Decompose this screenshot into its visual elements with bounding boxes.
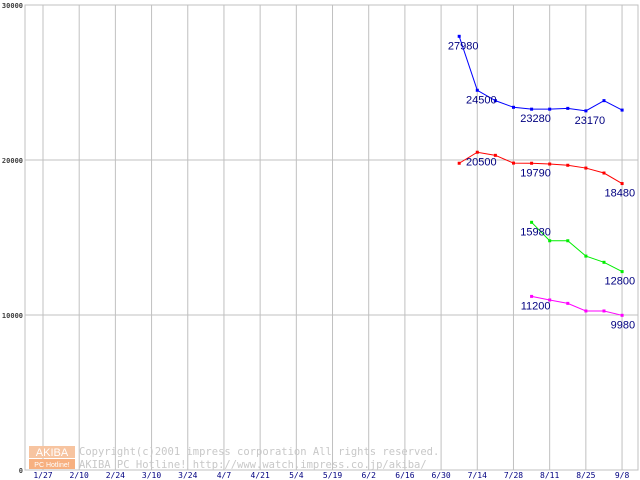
data-point-red (584, 166, 588, 170)
data-point-green (566, 239, 570, 243)
watermark-url: AKIBA PC Hotline! http://www.watch.impre… (79, 459, 427, 471)
data-point-blue (602, 99, 606, 103)
grid (24, 4, 639, 471)
data-point-red (566, 163, 570, 167)
series-group: 27980 24500 23280 23170 20500 19790 18480 15980… (448, 34, 635, 331)
x-tick-label: 4/7 (217, 471, 232, 480)
data-label: 24500 (466, 94, 497, 106)
x-tick-label: 6/2 (361, 471, 376, 480)
x-tick-label: 7/14 (468, 471, 487, 480)
y-tick-label: 30000 (2, 2, 23, 10)
x-tick-label: 2/24 (106, 471, 125, 480)
y-tick-label: 0 (19, 467, 23, 475)
data-point-green (548, 239, 552, 243)
x-tick-label: 8/11 (540, 471, 559, 480)
x-tick-label: 7/28 (504, 471, 523, 480)
data-point-red (530, 161, 534, 165)
x-tick-label: 3/10 (142, 471, 161, 480)
data-point-red (511, 161, 515, 165)
series-line-green (531, 221, 623, 273)
data-point-green (584, 254, 588, 258)
data-label: 15980 (520, 226, 551, 238)
data-point-magenta (602, 309, 606, 313)
watermark-copyright: Copyright(c)2001 impress corporation All… (79, 446, 439, 458)
data-point-blue (584, 109, 588, 113)
data-point-blue (457, 34, 461, 38)
data-point-magenta (566, 301, 570, 305)
x-tick-label: 6/16 (395, 471, 414, 480)
series-line-red (458, 151, 623, 184)
y-axis: 30000 20000 10000 0 (2, 2, 23, 475)
x-tick-label: 8/25 (576, 471, 595, 480)
series-line-magenta (531, 295, 623, 316)
data-label: 19790 (520, 167, 551, 179)
data-point-green (530, 220, 534, 224)
data-point-blue (530, 107, 534, 111)
data-label: 23170 (575, 115, 606, 127)
data-point-blue (548, 107, 552, 111)
y-tick-label: 10000 (2, 312, 23, 320)
data-point-blue (511, 105, 515, 109)
x-tick-label: 3/24 (178, 471, 197, 480)
series-line-blue (458, 36, 623, 112)
data-point-red (620, 182, 624, 186)
x-tick-label: 9/8 (615, 471, 630, 480)
watermark-logo-bottom (29, 459, 75, 469)
y-tick-label: 20000 (2, 157, 23, 165)
data-point-blue (493, 99, 497, 103)
data-point-magenta (584, 309, 588, 313)
x-tick-label: 5/19 (323, 471, 342, 480)
x-tick-label: 2/10 (70, 471, 89, 480)
x-axis: 1/27 2/10 2/24 3/10 3/24 4/7 4/21 5/4 5/19 6/2 6/1… (33, 471, 629, 480)
data-point-blue (620, 108, 624, 112)
x-tick-label: 5/4 (289, 471, 304, 480)
watermark-logo-top (29, 446, 75, 458)
data-point-red (475, 150, 479, 154)
data-label: 18480 (604, 188, 635, 200)
x-tick-label: 6/30 (431, 471, 450, 480)
data-point-magenta (530, 294, 534, 298)
data-point-blue (475, 88, 479, 92)
data-point-blue (566, 106, 570, 110)
data-point-magenta (620, 313, 624, 317)
data-point-red (457, 161, 461, 165)
data-point-red (493, 153, 497, 157)
data-label: 9980 (611, 319, 635, 331)
data-label: 11200 (521, 300, 551, 312)
x-tick-label: 4/21 (251, 471, 270, 480)
data-label: 23280 (520, 113, 551, 125)
data-point-green (620, 270, 624, 274)
data-point-green (602, 260, 606, 264)
data-point-red (548, 162, 552, 166)
data-label: 27980 (448, 40, 479, 52)
watermark: AKIBA PC Hotline! Copyright(c)2001 impre… (29, 446, 439, 471)
data-point-red (602, 171, 606, 175)
data-label: 20500 (466, 156, 497, 168)
watermark-logo-bottom-text: PC Hotline! (34, 462, 69, 469)
data-label: 12800 (604, 276, 635, 288)
data-point-magenta (548, 298, 552, 302)
x-tick-label: 1/27 (33, 471, 52, 480)
watermark-logo-top-text: AKIBA (36, 447, 69, 459)
